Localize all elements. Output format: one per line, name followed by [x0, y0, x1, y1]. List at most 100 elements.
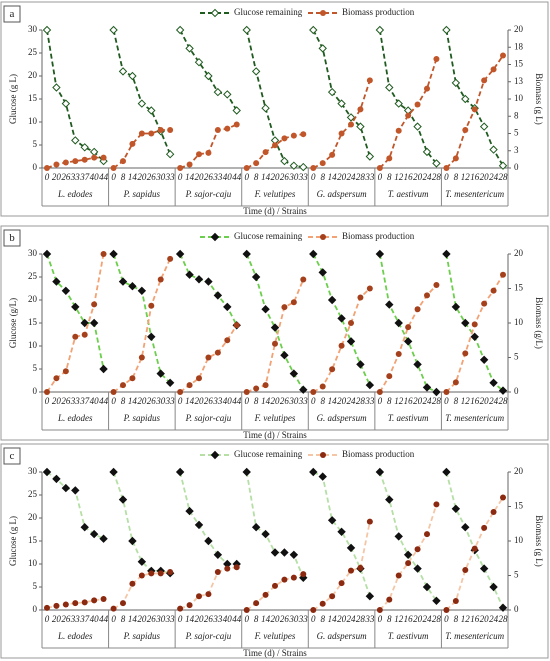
- glucose-point: [461, 94, 470, 104]
- panel: c Glucose remaining Biomass production 0 5 10…: [0, 443, 549, 659]
- x-tick-label: 44: [232, 614, 242, 624]
- x-tick-label: 16: [404, 614, 414, 624]
- biomass-point: [395, 127, 402, 134]
- x-tick-label: 8: [320, 396, 325, 406]
- glucose-point: [280, 350, 289, 360]
- x-tick-label: 12: [394, 614, 404, 624]
- y-tick-label: 0: [33, 386, 38, 396]
- y2-tick-label: 15: [514, 283, 524, 293]
- biomass-point: [62, 159, 69, 166]
- biomass-point: [433, 282, 440, 289]
- strain-name: G. adspersum: [317, 413, 368, 423]
- glucose-point: [109, 249, 118, 259]
- biomass-point: [262, 149, 269, 156]
- biomass-point: [500, 494, 506, 501]
- biomass-point: [357, 106, 364, 113]
- biomass-point: [471, 545, 478, 552]
- biomass-point: [72, 333, 79, 340]
- x-tick-label: 20: [195, 172, 205, 182]
- x-tick-label: 8: [121, 396, 126, 406]
- x-tick-label: 0: [244, 396, 249, 406]
- glucose-point: [413, 360, 422, 369]
- glucose-point: [261, 103, 270, 113]
- glucose-point: [242, 249, 251, 259]
- biomass-point: [167, 127, 174, 134]
- glucose-point: [89, 529, 99, 539]
- biomass-point: [91, 301, 98, 308]
- glucose-point: [318, 472, 327, 481]
- biomass-point: [120, 600, 126, 607]
- y-tick-label: 5: [33, 581, 38, 591]
- biomass-point: [281, 135, 288, 142]
- x-tick-label: 44: [99, 172, 109, 182]
- glucose-point: [375, 467, 385, 477]
- biomass-point: [129, 375, 136, 382]
- glucose-point: [147, 332, 156, 342]
- series-line: [378, 253, 437, 393]
- y-tick-label: 10: [28, 340, 38, 350]
- x-tick-label: 20: [480, 396, 490, 406]
- glucose-point: [128, 71, 137, 81]
- biomass-point: [148, 302, 155, 309]
- glucose-point: [137, 286, 147, 296]
- x-tick-label: 20: [52, 396, 62, 406]
- biomass-point: [233, 564, 240, 571]
- x-tick-label: 8: [454, 396, 459, 406]
- glucose-point: [327, 87, 337, 97]
- x-tick-label: 20: [52, 614, 62, 624]
- x-tick-label: 28: [499, 614, 509, 624]
- x-tick-label: 26: [61, 396, 71, 406]
- biomass-point: [300, 276, 307, 283]
- glucose-point: [346, 337, 356, 346]
- biomass-point: [62, 368, 69, 375]
- x-tick-label: 12: [461, 396, 471, 406]
- glucose-point: [403, 550, 413, 560]
- x-tick-label: 0: [378, 396, 383, 406]
- series-line: [112, 253, 171, 384]
- x-tick-label: 14: [328, 172, 338, 182]
- x-tick-label: 20: [271, 614, 281, 624]
- glucose-point: [109, 467, 118, 477]
- biomass-point: [186, 161, 193, 168]
- glucose-point: [61, 286, 71, 296]
- x-tick-label: 37: [79, 614, 90, 624]
- x-tick-label: 0: [178, 172, 183, 182]
- strain-name: F. velutipes: [254, 413, 296, 423]
- x-tick-label: 26: [280, 396, 290, 406]
- x-tick-label: 24: [489, 396, 499, 406]
- y2-tick-label: 20: [514, 248, 524, 258]
- x-tick-label: 24: [423, 396, 433, 406]
- biomass-point: [177, 605, 184, 612]
- legend-label: Glucose remaining: [234, 7, 303, 17]
- biomass-point: [338, 130, 345, 137]
- biomass-point: [395, 572, 402, 579]
- x-tick-label: 0: [111, 396, 116, 406]
- panel-border: [0, 443, 549, 659]
- biomass-point: [157, 570, 164, 577]
- y2-axis-title: Biomass (g L): [534, 515, 544, 567]
- x-tick-label: 8: [387, 396, 392, 406]
- panel-border: [0, 225, 549, 441]
- x-tick-label: 44: [232, 396, 242, 406]
- glucose-point: [309, 249, 318, 259]
- biomass-point: [110, 389, 117, 395]
- biomass-point: [319, 383, 326, 390]
- glucose-point: [442, 25, 451, 35]
- glucose-point: [242, 25, 251, 35]
- biomass-point: [272, 582, 278, 589]
- biomass-point: [386, 373, 393, 380]
- x-axis-title: Time (d) / Strains: [243, 206, 307, 216]
- legend-label: Biomass production: [342, 7, 415, 17]
- x-tick-label: 0: [178, 614, 183, 624]
- x-tick-label: 28: [356, 396, 366, 406]
- glucose-point: [394, 99, 403, 108]
- biomass-point: [414, 306, 421, 313]
- glucose-point: [223, 90, 232, 99]
- x-tick-label: 33: [298, 396, 309, 406]
- y-axis-title: Glucose (g/L): [8, 298, 18, 348]
- x-tick-label: 26: [204, 172, 214, 182]
- glucose-point: [175, 467, 185, 477]
- biomass-point: [414, 101, 421, 108]
- y2-tick-label: 15: [514, 501, 524, 511]
- x-tick-label: 0: [178, 396, 183, 406]
